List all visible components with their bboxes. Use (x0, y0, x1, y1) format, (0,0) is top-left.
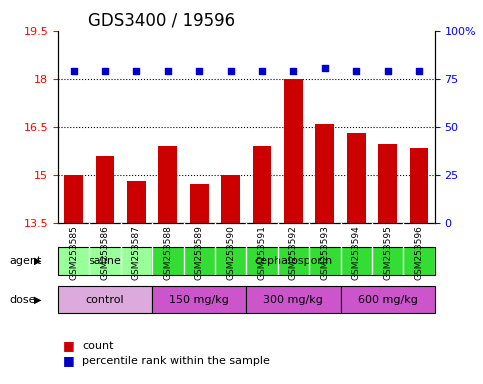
Bar (410, 147, 428, 223)
Point (321, 65, 328, 71)
FancyBboxPatch shape (152, 247, 435, 275)
Text: dose: dose (10, 295, 36, 305)
Bar (127, 181, 146, 223)
Point (227, 68, 235, 74)
Bar (347, 133, 366, 223)
Bar (190, 184, 209, 223)
Text: GSM253587: GSM253587 (132, 225, 141, 280)
Text: GSM253585: GSM253585 (69, 225, 78, 280)
Point (133, 68, 141, 74)
Text: GSM253589: GSM253589 (195, 225, 204, 280)
Text: 150 mg/kg: 150 mg/kg (170, 295, 229, 305)
Point (70, 68, 78, 74)
Text: GSM253594: GSM253594 (352, 225, 361, 280)
Text: GSM253586: GSM253586 (100, 225, 110, 280)
Text: GDS3400 / 19596: GDS3400 / 19596 (88, 11, 235, 29)
Bar (221, 175, 240, 223)
Bar (315, 124, 334, 223)
Bar (253, 146, 271, 223)
Text: 600 mg/kg: 600 mg/kg (358, 295, 417, 305)
Text: ■: ■ (63, 339, 74, 352)
Text: ▶: ▶ (34, 295, 42, 305)
FancyBboxPatch shape (58, 247, 152, 275)
Bar (64, 175, 83, 223)
Bar (378, 144, 397, 223)
Bar (284, 79, 303, 223)
Bar (158, 146, 177, 223)
Text: saline: saline (88, 256, 122, 266)
Text: control: control (86, 295, 124, 305)
Text: ▶: ▶ (34, 256, 42, 266)
Text: agent: agent (10, 256, 42, 266)
Point (415, 68, 423, 74)
FancyBboxPatch shape (341, 286, 435, 313)
Text: 300 mg/kg: 300 mg/kg (264, 295, 323, 305)
Point (290, 68, 298, 74)
Point (384, 68, 392, 74)
Text: GSM253592: GSM253592 (289, 225, 298, 280)
Text: GSM253596: GSM253596 (414, 225, 424, 280)
Point (258, 68, 266, 74)
Text: count: count (82, 341, 114, 351)
FancyBboxPatch shape (58, 286, 152, 313)
Point (101, 68, 109, 74)
Text: ■: ■ (63, 354, 74, 367)
Text: cephalosporin: cephalosporin (254, 256, 333, 266)
Bar (96, 156, 114, 223)
FancyBboxPatch shape (246, 286, 341, 313)
Text: GSM253593: GSM253593 (320, 225, 329, 280)
Point (353, 68, 360, 74)
Text: GSM253591: GSM253591 (257, 225, 267, 280)
Text: GSM253590: GSM253590 (226, 225, 235, 280)
Point (164, 68, 172, 74)
Text: GSM253595: GSM253595 (383, 225, 392, 280)
FancyBboxPatch shape (152, 286, 246, 313)
Text: GSM253588: GSM253588 (163, 225, 172, 280)
Point (195, 68, 203, 74)
Text: percentile rank within the sample: percentile rank within the sample (82, 356, 270, 366)
